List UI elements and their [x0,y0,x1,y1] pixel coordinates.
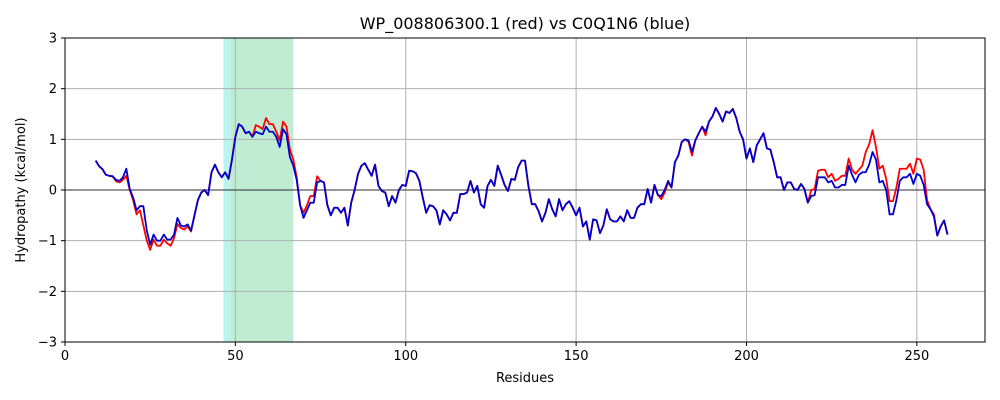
x-axis-label: Residues [496,371,554,386]
y-tick-label: −2 [38,285,57,300]
series-lines [94,107,949,251]
y-tick-label: 2 [49,82,57,97]
y-tick-label: 0 [49,184,57,199]
x-tick-label: 200 [734,349,759,364]
x-tick-label: 150 [564,349,589,364]
y-tick-label: −3 [38,336,57,351]
x-axis-ticks: 0 50 100 150 200 250 [61,342,929,364]
x-tick-label: 100 [393,349,418,364]
chart-title: WP_008806300.1 (red) vs C0Q1N6 (blue) [360,14,691,34]
y-tick-label: 1 [49,133,57,148]
x-tick-label: 250 [904,349,929,364]
y-tick-label: 3 [49,32,57,47]
y-axis-ticks: −3 −2 −1 0 1 2 3 [38,32,65,351]
series-line-blue [94,107,949,246]
x-tick-label: 50 [227,349,244,364]
x-tick-label: 0 [61,349,69,364]
y-tick-label: −1 [38,234,57,249]
y-axis-label: Hydropathy (kcal/mol) [14,117,29,262]
